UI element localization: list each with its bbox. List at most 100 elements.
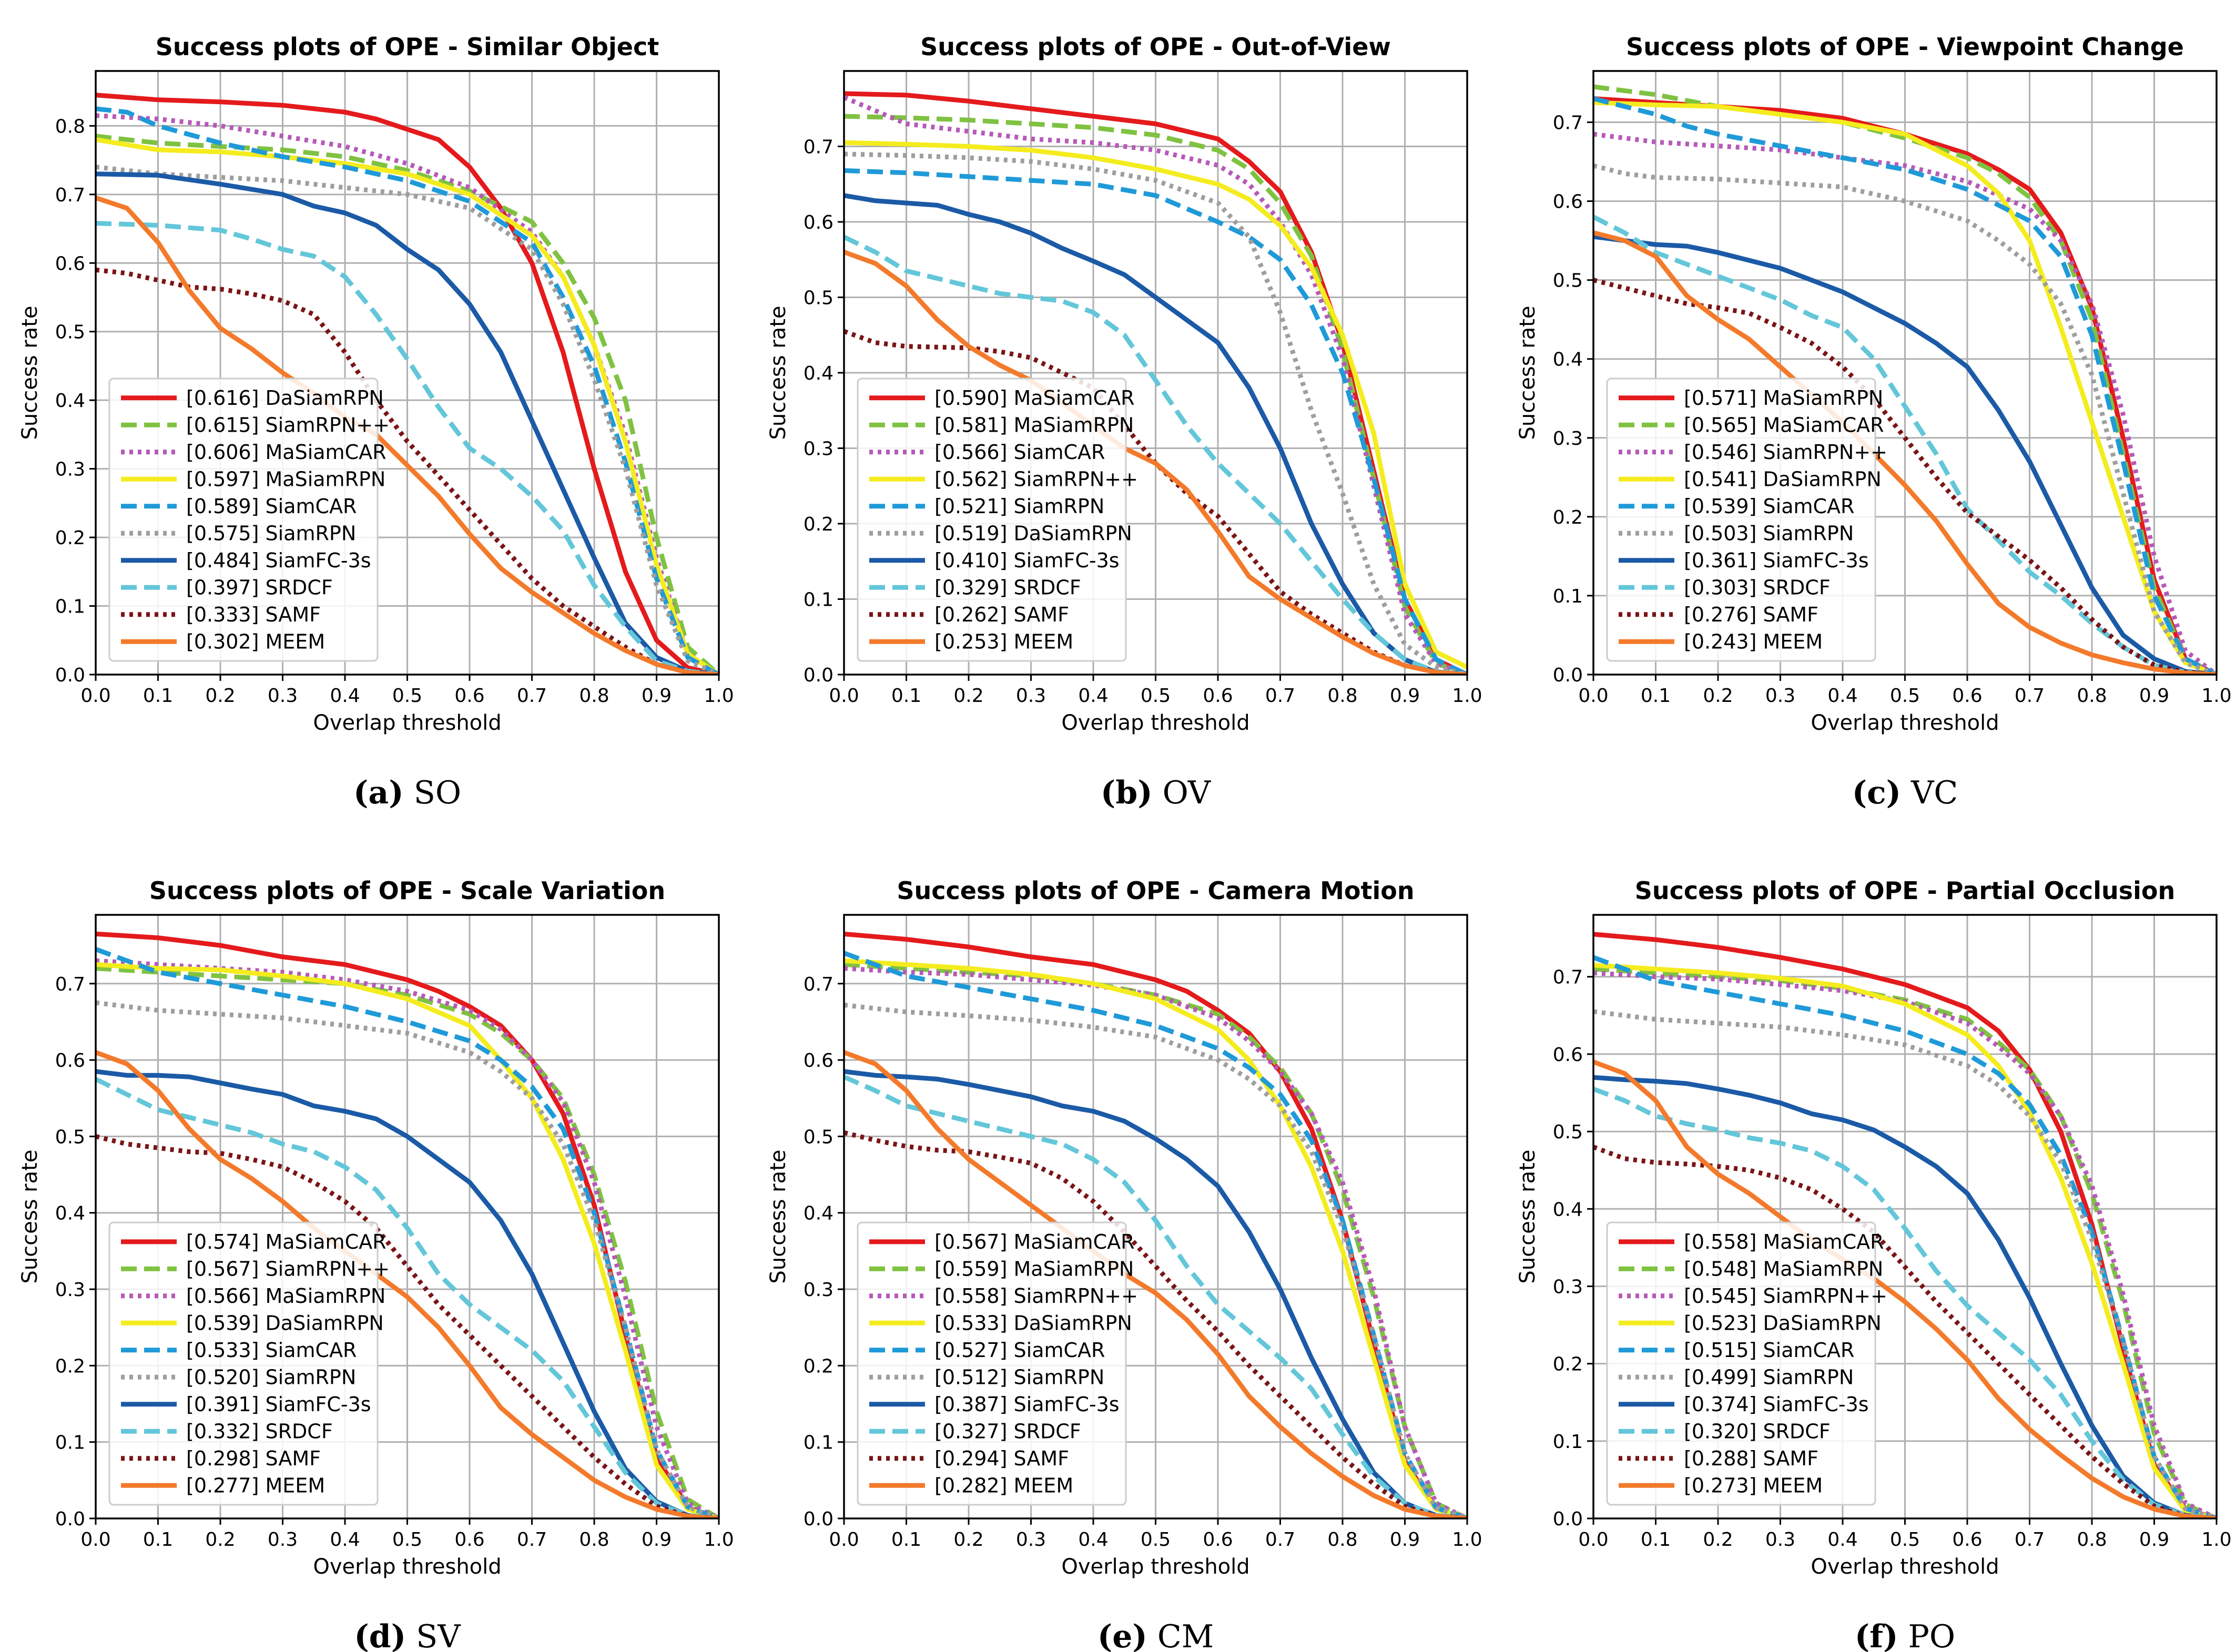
legend-entry: [0.243] MEEM (1684, 630, 1823, 653)
plot-title: Success plots of OPE - Out-of-View (920, 33, 1391, 61)
caption-text: SV (406, 1618, 461, 1652)
legend-entry: [0.597] MaSiamRPN (186, 467, 385, 491)
axes-frame (95, 70, 720, 676)
legend-entry: [0.521] SiamRPN (934, 495, 1104, 518)
legend-entry: [0.520] SiamRPN (186, 1365, 356, 1389)
y-axis-label: Success rate (1516, 306, 1540, 440)
x-tick-label: 0.0 (1578, 685, 1608, 707)
caption-text: OV (1153, 774, 1212, 811)
y-tick-label: 0.2 (1553, 507, 1583, 528)
series-line-meem (96, 1050, 719, 1518)
x-tick-label: 0.1 (1641, 1529, 1671, 1551)
x-tick-label: 0.2 (205, 685, 235, 707)
series-line-srdcf (844, 234, 1467, 675)
series-lines (1593, 932, 2217, 1518)
y-tick-label: 0.3 (1553, 1276, 1583, 1298)
legend-entry: [0.539] SiamCAR (1684, 495, 1854, 518)
legend-entry: [0.606] MaSiamCAR (186, 441, 387, 464)
x-tick-label: 0.5 (392, 1529, 422, 1551)
series-line-meem (1593, 1059, 2217, 1518)
y-tick-label: 0.6 (1553, 1044, 1583, 1066)
x-tick-label: 0.2 (953, 685, 983, 707)
series-line-siamrpn- (844, 140, 1467, 669)
caption-letter: (d) (354, 1618, 406, 1652)
series-line-siamrpn- (96, 966, 719, 1518)
x-tick-label: 0.8 (579, 685, 609, 707)
x-tick-label: 0.3 (268, 1529, 298, 1551)
series-line-samf (96, 267, 719, 675)
x-tick-label: 1.0 (2201, 1529, 2231, 1551)
y-tick-label: 0.3 (55, 459, 85, 481)
caption-text: PO (1898, 1618, 1955, 1652)
series-line-srdcf (844, 1074, 1467, 1518)
legend-entry: [0.298] SAMF (186, 1447, 321, 1470)
y-tick-label: 0.2 (804, 1355, 834, 1377)
x-tick-label: 0.8 (2077, 685, 2107, 707)
y-tick-label: 0.2 (1553, 1354, 1583, 1375)
x-axis-label: Overlap threshold (313, 711, 501, 735)
y-tick-label: 0.0 (804, 665, 834, 686)
y-tick-label: 0.6 (804, 1050, 834, 1072)
y-tick-label: 0.3 (804, 1279, 834, 1301)
plot-title: Success plots of OPE - Viewpoint Change (1626, 33, 2184, 61)
axes-frame (1592, 914, 2218, 1520)
legend-entry: [0.541] DaSiamRPN (1684, 467, 1882, 491)
caption-letter: (a) (353, 774, 404, 811)
legend-entry: [0.294] SAMF (934, 1447, 1069, 1470)
x-axis-label: Overlap threshold (1061, 1555, 1249, 1579)
series-line-siamrpn (1593, 163, 2217, 675)
x-tick-label: 0.3 (1016, 1529, 1046, 1551)
x-tick-label: 0.8 (2077, 1529, 2107, 1551)
series-line-masiamrpn (1593, 966, 2217, 1518)
y-tick-label: 0.6 (804, 212, 834, 233)
series-line-siamfc-3s (844, 1069, 1467, 1518)
y-tick-label: 0.0 (804, 1508, 834, 1530)
subplot-caption: (a) SO (353, 774, 461, 811)
x-tick-label: 0.9 (1390, 685, 1420, 707)
x-tick-label: 0.3 (1765, 685, 1795, 707)
caption-text: CM (1147, 1618, 1214, 1652)
series-line-dasiamrpn (844, 958, 1467, 1518)
y-tick-label: 0.1 (804, 1432, 834, 1454)
x-tick-label: 0.3 (1765, 1529, 1795, 1551)
legend-entry: [0.503] SiamRPN (1684, 522, 1854, 545)
y-tick-label: 0.4 (55, 390, 85, 412)
y-tick-label: 0.8 (55, 116, 85, 137)
y-tick-label: 0.6 (1553, 191, 1583, 213)
y-tick-label: 0.1 (55, 596, 85, 618)
y-tick-label: 0.3 (1553, 428, 1583, 450)
series-line-siamrpn (844, 1003, 1467, 1518)
x-tick-label: 0.6 (1952, 685, 1982, 707)
x-tick-label: 0.1 (143, 1529, 173, 1551)
x-tick-label: 0.1 (891, 685, 921, 707)
x-tick-label: 0.4 (330, 1529, 360, 1551)
series-line-dasiamrpn (1593, 963, 2217, 1518)
x-tick-label: 0.7 (1265, 685, 1295, 707)
subplot-caption: (d) SV (354, 1618, 461, 1652)
plot-title: Success plots of OPE - Similar Object (156, 33, 659, 61)
x-axis-label: Overlap threshold (1061, 711, 1249, 735)
x-tick-label: 0.5 (1890, 685, 1920, 707)
y-axis-label: Success rate (18, 306, 42, 440)
series-line-samf (1593, 278, 2217, 675)
y-tick-label: 0.1 (55, 1432, 85, 1454)
series-line-siamrpn- (1593, 970, 2217, 1518)
legend-entry: [0.574] MaSiamCAR (186, 1230, 387, 1253)
legend-entry: [0.533] SiamCAR (186, 1339, 357, 1362)
series-line-siamcar (844, 951, 1467, 1518)
x-tick-label: 1.0 (1452, 685, 1482, 707)
x-tick-label: 0.6 (1952, 1529, 1982, 1551)
y-tick-label: 0.5 (55, 322, 85, 343)
subplot-caption: (b) OV (1101, 774, 1212, 811)
series-line-siamrpn (96, 1000, 719, 1518)
y-tick-label: 0.5 (55, 1126, 85, 1148)
y-tick-label: 0.5 (1553, 270, 1583, 292)
axes-frame (1592, 70, 2218, 676)
legend-entry: [0.519] DaSiamRPN (934, 522, 1132, 545)
legend-box (108, 1221, 379, 1506)
legend-entry: [0.571] MaSiamRPN (1684, 386, 1883, 410)
legend-entry: [0.546] SiamRPN++ (1684, 441, 1887, 464)
legend-entry: [0.282] MEEM (934, 1474, 1073, 1497)
y-tick-label: 0.0 (1553, 665, 1583, 686)
